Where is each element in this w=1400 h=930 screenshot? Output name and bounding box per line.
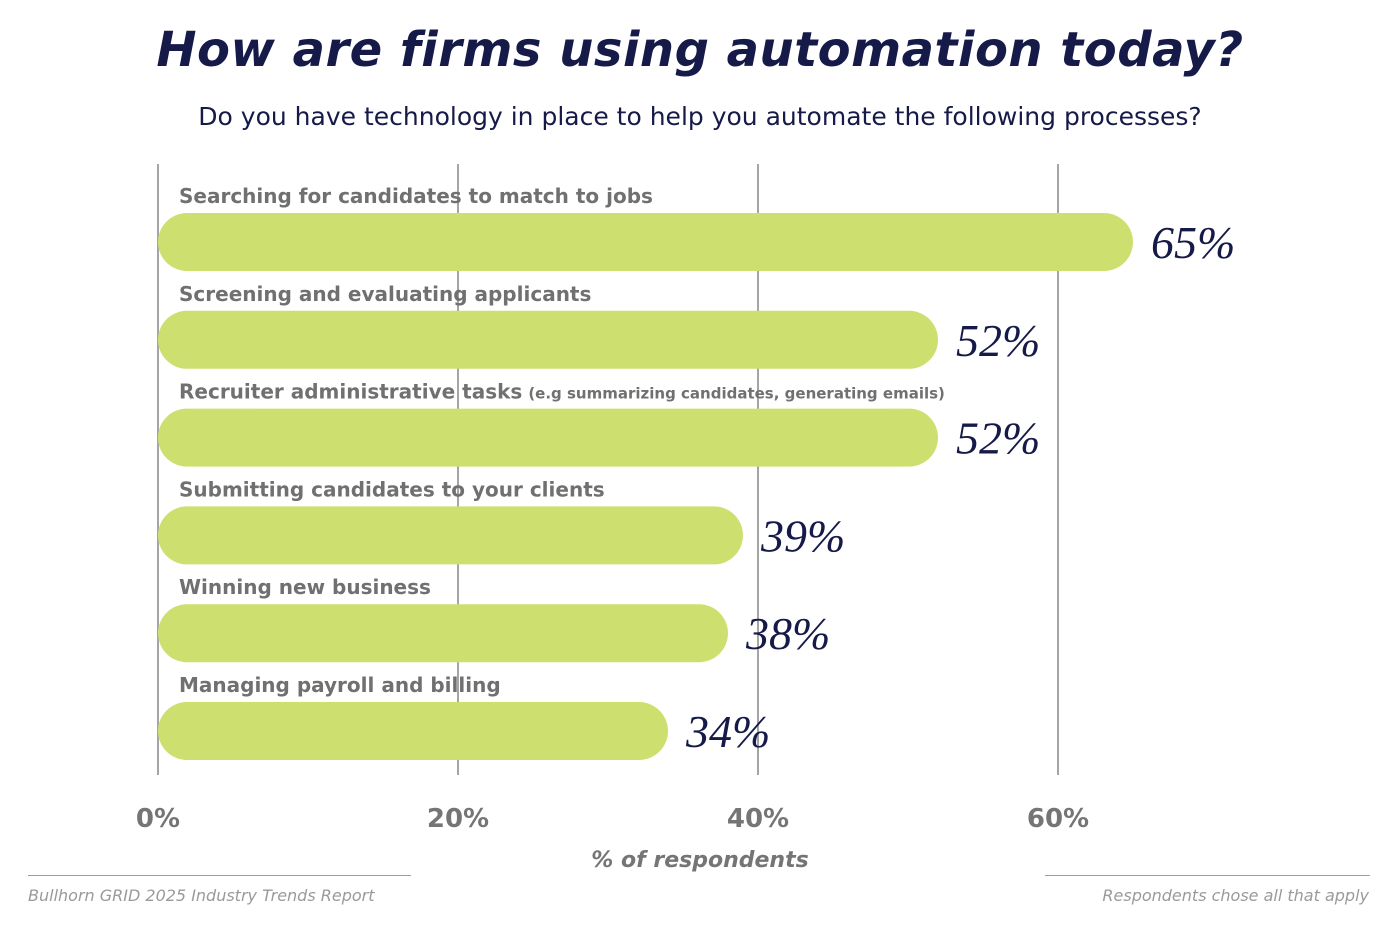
footer-divider-left (28, 875, 411, 876)
category-label-note: (e.g summarizing candidates, generating … (528, 385, 945, 403)
chart-subtitle: Do you have technology in place to help … (198, 102, 1202, 131)
bar (158, 408, 938, 467)
bar (158, 213, 1133, 271)
x-tick-label: 0% (136, 804, 180, 834)
bar (158, 506, 743, 565)
category-labels: Searching for candidates to match to job… (179, 184, 945, 697)
category-label: Submitting candidates to your clients (179, 477, 605, 501)
x-axis-ticks: 0% 20% 40% 60% (136, 804, 1089, 834)
category-label: Recruiter administrative tasks (e.g summa… (179, 380, 945, 404)
value-label: 65% (1151, 217, 1235, 268)
footer-source: Bullhorn GRID 2025 Industry Trends Repor… (28, 886, 375, 905)
category-label: Managing payroll and billing (179, 673, 501, 697)
value-label: 38% (745, 608, 830, 659)
category-label: Searching for candidates to match to job… (179, 184, 653, 208)
value-label: 34% (685, 706, 770, 757)
category-label: Winning new business (179, 575, 431, 599)
x-tick-label: 60% (1027, 804, 1089, 834)
value-labels: 65% 52% 52% 39% 38% 34% (685, 217, 1235, 757)
footer-note: Respondents chose all that apply (1102, 886, 1369, 905)
value-label: 52% (956, 413, 1040, 464)
bar (158, 604, 728, 663)
bar (158, 702, 668, 760)
bar (158, 310, 938, 369)
footer-divider-right (1045, 875, 1370, 876)
x-axis-title: % of respondents (591, 848, 808, 873)
x-tick-label: 20% (427, 804, 489, 834)
x-tick-label: 40% (727, 804, 789, 834)
category-label: Screening and evaluating applicants (179, 282, 591, 306)
value-label: 52% (956, 315, 1040, 366)
chart-title: How are firms using automation today? (156, 22, 1244, 78)
value-label: 39% (760, 510, 845, 561)
bars-group (158, 213, 1133, 760)
